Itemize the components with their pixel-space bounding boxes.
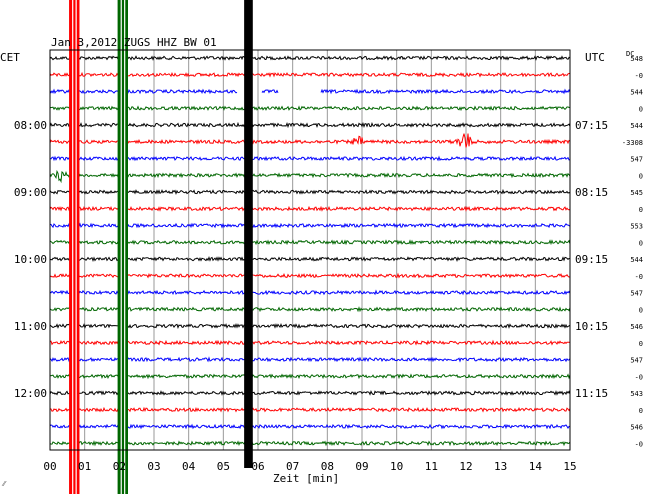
x-tick-label: 02 [113,460,126,473]
dc-value: 0 [639,105,643,113]
trace-line [49,105,571,112]
utc-time-label: 11:15 [575,387,608,400]
x-tick-label: 14 [529,460,543,473]
x-tick-label: 10 [390,460,403,473]
trace-line [49,71,571,78]
utc-time-label: 09:15 [575,253,608,266]
dc-value: 0 [639,206,643,214]
trace-line [49,339,571,346]
trace-group [49,55,571,447]
x-tick-label: 07 [286,460,299,473]
trace-line [49,272,571,279]
x-tick-label: 05 [217,460,230,473]
trace-line [49,306,571,313]
x-tick-labels: 00 01 02 03 04 05 06 07 08 09 10 11 12 13 14 15 [43,460,576,473]
x-tick-label: 08 [321,460,334,473]
dc-value: 0 [639,239,643,247]
dc-value: -0 [635,373,643,381]
vertical-band-group [69,0,253,494]
trace-line [49,406,571,413]
trace-line [49,205,571,212]
trace-line [49,256,571,263]
x-tick-label: 09 [355,460,368,473]
dc-value: -3308 [622,139,643,147]
cet-labels: 08:00 09:00 10:00 11:00 12:00 [14,119,47,400]
dc-value: 547 [630,357,643,365]
x-tick-label: 04 [182,460,196,473]
utc-time-label: 08:15 [575,186,608,199]
dc-values: 548 -0 544 0 544 -3308 547 0 545 0 553 0 544 -0 547 0 54… [622,55,643,448]
dc-value: 543 [630,390,643,398]
trace-line [49,188,571,195]
dc-value: 544 [630,256,643,264]
trace-line [49,55,571,61]
trace-line [49,356,571,363]
cet-time-label: 08:00 [14,119,47,132]
x-tick-label: 13 [494,460,507,473]
vertical-band [69,0,80,494]
dc-value: 0 [639,407,643,415]
utc-time-label: 07:15 [575,119,608,132]
dc-value: 547 [630,290,643,298]
trace-line [49,440,571,447]
utc-time-label: 10:15 [575,320,608,333]
dc-label: DC [626,50,634,58]
x-axis-label: Zeit [min] [273,472,339,485]
chart-title: Jan 3,2012 ZUGS HHZ BW 01 [51,36,217,49]
cet-time-label: 12:00 [14,387,47,400]
x-tick-label: 06 [251,460,264,473]
dc-value: 547 [630,156,643,164]
dc-value: 546 [630,424,643,432]
footer-mark: ⁄⁄ [1,480,7,488]
trace-line [49,323,571,329]
utc-labels: 07:15 08:15 09:15 10:15 11:15 [575,119,608,400]
x-tick-label: 12 [459,460,472,473]
trace-line [49,390,571,396]
trace-line [49,155,571,162]
dc-value: 0 [639,306,643,314]
trace-line [49,88,571,95]
trace-line [49,169,571,184]
dc-value: -0 [635,72,643,80]
trace-line [49,121,571,129]
dc-value: 0 [639,340,643,348]
dc-value: 544 [630,89,643,97]
cet-time-label: 09:00 [14,186,47,199]
dc-value: 546 [630,323,643,331]
dc-value: -0 [635,440,643,448]
dc-value: 553 [630,223,643,231]
x-tick-label: 01 [78,460,91,473]
dc-value: 544 [630,122,643,130]
trace-line [49,423,571,430]
trace-line [49,222,571,229]
cet-time-label: 11:00 [14,320,47,333]
grid-lines [84,50,536,450]
vertical-band [117,0,128,494]
dc-value: 545 [630,189,643,197]
cet-time-label: 10:00 [14,253,47,266]
x-tick-label: 00 [43,460,56,473]
dc-value: -0 [635,273,643,281]
trace-line [49,289,571,296]
vertical-band [244,0,253,468]
trace-line [49,133,571,148]
x-tick-label: 03 [147,460,160,473]
dc-value: 548 [630,55,643,63]
trace-line [49,373,571,380]
trace-line [49,239,571,246]
dc-value: 0 [639,172,643,180]
x-tick-label: 15 [563,460,576,473]
x-tick-label: 11 [425,460,438,473]
utc-axis-label: UTC [585,51,605,64]
cet-axis-label: CET [0,51,20,64]
plot-frame [49,49,571,451]
